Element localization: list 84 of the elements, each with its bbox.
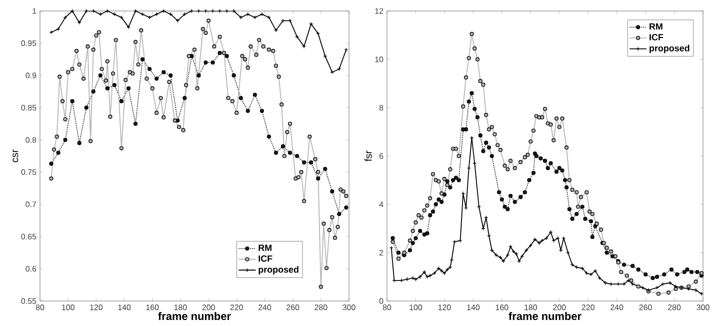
point xyxy=(154,12,159,16)
point xyxy=(168,73,173,78)
point xyxy=(91,90,96,94)
point xyxy=(196,8,201,14)
point xyxy=(140,57,145,62)
point xyxy=(98,73,102,78)
point xyxy=(266,134,271,139)
point xyxy=(112,83,116,88)
point xyxy=(49,162,54,166)
point xyxy=(105,8,110,14)
point xyxy=(274,150,278,155)
point xyxy=(56,150,60,155)
legend-label: RM xyxy=(650,23,662,30)
point xyxy=(266,15,271,20)
point xyxy=(63,15,68,20)
point xyxy=(126,86,131,90)
point xyxy=(316,32,320,36)
point xyxy=(133,122,138,126)
point xyxy=(316,176,320,181)
legend-label: ICF xyxy=(258,255,272,262)
point xyxy=(133,8,138,14)
point xyxy=(288,150,292,155)
point xyxy=(126,25,131,30)
point xyxy=(204,60,208,65)
legend-label: proposed xyxy=(650,44,690,54)
point xyxy=(119,15,124,20)
point xyxy=(260,12,264,16)
point xyxy=(344,206,348,210)
point xyxy=(218,8,222,14)
point xyxy=(302,44,306,48)
point xyxy=(56,26,60,32)
point xyxy=(337,66,342,72)
point xyxy=(148,15,152,20)
legend-label: ICF xyxy=(650,34,664,40)
point xyxy=(91,8,96,14)
point xyxy=(330,189,334,194)
point xyxy=(196,73,201,78)
point xyxy=(84,8,88,14)
point xyxy=(252,92,257,97)
point xyxy=(112,12,116,16)
point xyxy=(70,99,74,104)
point xyxy=(280,144,286,148)
y-axis-title: csr xyxy=(12,150,18,162)
point xyxy=(238,15,243,20)
x-axis-title: frame number xyxy=(508,312,582,320)
point xyxy=(323,166,328,171)
point xyxy=(162,8,166,14)
legend-label: proposed xyxy=(258,266,298,274)
point xyxy=(204,8,208,14)
point xyxy=(232,73,236,78)
point xyxy=(140,12,145,16)
point xyxy=(162,70,166,74)
point xyxy=(190,8,194,14)
point xyxy=(309,22,314,26)
legend-label: RM xyxy=(258,244,272,251)
point xyxy=(238,96,243,100)
point xyxy=(224,8,229,14)
point xyxy=(232,8,236,14)
point xyxy=(294,154,300,158)
point xyxy=(218,50,222,55)
point xyxy=(280,18,286,23)
point xyxy=(302,160,306,164)
point xyxy=(224,54,229,58)
point xyxy=(294,34,300,39)
point xyxy=(210,8,215,14)
point xyxy=(70,8,74,14)
point xyxy=(63,138,68,142)
point xyxy=(288,18,292,23)
point xyxy=(182,96,187,100)
point xyxy=(246,108,250,113)
point xyxy=(260,108,264,113)
x-axis-title: frame number xyxy=(158,312,231,320)
point xyxy=(105,86,110,90)
point xyxy=(148,66,152,72)
point xyxy=(119,99,124,104)
point xyxy=(84,106,88,110)
point xyxy=(309,160,314,164)
point xyxy=(210,60,215,65)
y-axis-title: fsr xyxy=(364,150,372,162)
point xyxy=(274,28,278,32)
point xyxy=(252,15,257,20)
point xyxy=(337,212,342,216)
point xyxy=(154,76,159,81)
point xyxy=(77,141,82,146)
